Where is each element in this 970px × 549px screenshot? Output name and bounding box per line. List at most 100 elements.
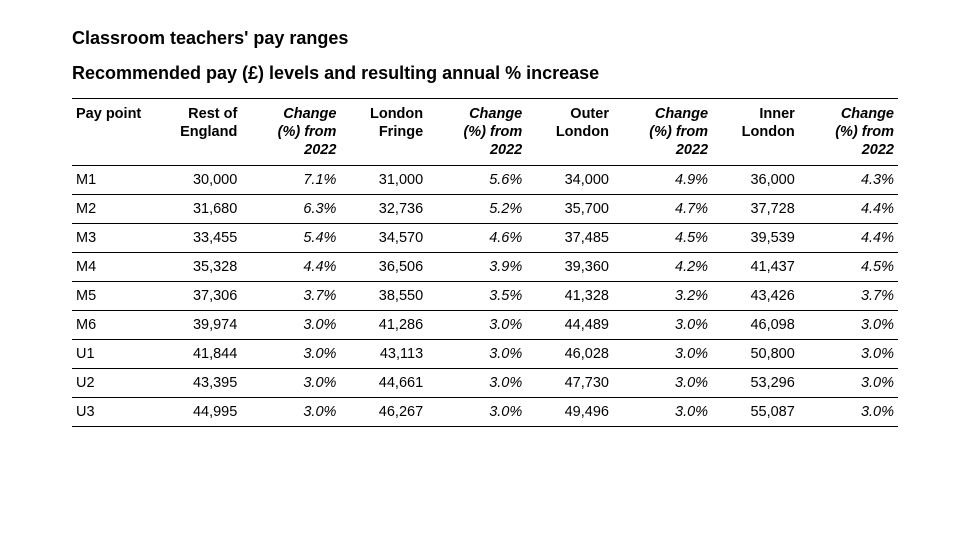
cell-change: 4.6% [427,224,526,253]
cell-value: 50,800 [712,340,799,369]
cell-value: 46,098 [712,311,799,340]
cell-pay-point: M3 [72,224,155,253]
cell-value: 30,000 [155,166,242,195]
cell-change: 3.0% [241,398,340,427]
cell-pay-point: M1 [72,166,155,195]
col-header-line: England [159,123,238,141]
cell-value: 33,455 [155,224,242,253]
cell-value: 34,000 [526,166,613,195]
cell-value: 37,306 [155,282,242,311]
cell-pay-point: M2 [72,195,155,224]
cell-change: 4.5% [613,224,712,253]
cell-value: 55,087 [712,398,799,427]
col-header-line: 2022 [803,141,894,159]
cell-change: 3.0% [613,340,712,369]
table-row: M231,6806.3%32,7365.2%35,7004.7%37,7284.… [72,195,898,224]
cell-change: 4.9% [613,166,712,195]
cell-pay-point: U1 [72,340,155,369]
table-head-row: Pay point Rest of England Change (%) fro… [72,99,898,166]
cell-change: 3.0% [427,340,526,369]
col-header-line: Inner [716,105,795,123]
col-header-line: (%) from [803,123,894,141]
col-header-line: London [344,105,423,123]
heading-main: Classroom teachers' pay ranges [72,28,898,49]
col-header-line: 2022 [431,141,522,159]
cell-pay-point: M5 [72,282,155,311]
col-header-text: Pay point [76,105,151,123]
cell-value: 41,437 [712,253,799,282]
cell-value: 44,489 [526,311,613,340]
col-header-pay-point: Pay point [72,99,155,166]
page: Classroom teachers' pay ranges Recommend… [0,0,970,549]
cell-change: 3.0% [799,398,898,427]
cell-change: 5.2% [427,195,526,224]
cell-change: 5.6% [427,166,526,195]
cell-change: 5.4% [241,224,340,253]
table-row: U344,9953.0%46,2673.0%49,4963.0%55,0873.… [72,398,898,427]
table-row: M639,9743.0%41,2863.0%44,4893.0%46,0983.… [72,311,898,340]
table-row: M435,3284.4%36,5063.9%39,3604.2%41,4374.… [72,253,898,282]
cell-value: 36,506 [340,253,427,282]
cell-value: 44,995 [155,398,242,427]
cell-change: 4.3% [799,166,898,195]
cell-change: 3.0% [241,369,340,398]
cell-change: 3.0% [427,398,526,427]
cell-value: 38,550 [340,282,427,311]
cell-value: 41,328 [526,282,613,311]
col-header-change: Change (%) from 2022 [427,99,526,166]
cell-change: 3.0% [241,311,340,340]
col-header-london-fringe: London Fringe [340,99,427,166]
cell-value: 43,113 [340,340,427,369]
col-header-line: Change [431,105,522,123]
col-header-line: Change [803,105,894,123]
cell-change: 3.0% [241,340,340,369]
cell-change: 3.0% [613,311,712,340]
cell-value: 37,728 [712,195,799,224]
col-header-rest-of-england: Rest of England [155,99,242,166]
cell-change: 4.4% [799,195,898,224]
cell-pay-point: U3 [72,398,155,427]
heading-sub: Recommended pay (£) levels and resulting… [72,63,898,84]
col-header-line: (%) from [431,123,522,141]
cell-change: 4.2% [613,253,712,282]
cell-value: 46,267 [340,398,427,427]
table-body: M130,0007.1%31,0005.6%34,0004.9%36,0004.… [72,166,898,427]
cell-value: 37,485 [526,224,613,253]
cell-value: 39,360 [526,253,613,282]
col-header-line: Fringe [344,123,423,141]
col-header-line: 2022 [245,141,336,159]
col-header-line: Change [617,105,708,123]
cell-change: 3.9% [427,253,526,282]
cell-value: 53,296 [712,369,799,398]
col-header-line: London [530,123,609,141]
cell-change: 3.2% [613,282,712,311]
cell-value: 39,974 [155,311,242,340]
cell-value: 32,736 [340,195,427,224]
cell-change: 4.4% [241,253,340,282]
cell-value: 35,328 [155,253,242,282]
cell-value: 41,844 [155,340,242,369]
cell-value: 34,570 [340,224,427,253]
cell-change: 3.7% [799,282,898,311]
col-header-line: Rest of [159,105,238,123]
col-header-line: London [716,123,795,141]
cell-change: 4.5% [799,253,898,282]
table-row: U243,3953.0%44,6613.0%47,7303.0%53,2963.… [72,369,898,398]
col-header-outer-london: Outer London [526,99,613,166]
pay-table: Pay point Rest of England Change (%) fro… [72,98,898,427]
table-row: M130,0007.1%31,0005.6%34,0004.9%36,0004.… [72,166,898,195]
table-row: U141,8443.0%43,1133.0%46,0283.0%50,8003.… [72,340,898,369]
cell-change: 3.0% [427,369,526,398]
col-header-line: 2022 [617,141,708,159]
cell-value: 31,000 [340,166,427,195]
cell-change: 7.1% [241,166,340,195]
cell-pay-point: M4 [72,253,155,282]
cell-pay-point: U2 [72,369,155,398]
cell-value: 35,700 [526,195,613,224]
col-header-change: Change (%) from 2022 [241,99,340,166]
cell-change: 3.7% [241,282,340,311]
table-row: M333,4555.4%34,5704.6%37,4854.5%39,5394.… [72,224,898,253]
table-row: M537,3063.7%38,5503.5%41,3283.2%43,4263.… [72,282,898,311]
cell-change: 3.0% [799,340,898,369]
cell-change: 3.5% [427,282,526,311]
